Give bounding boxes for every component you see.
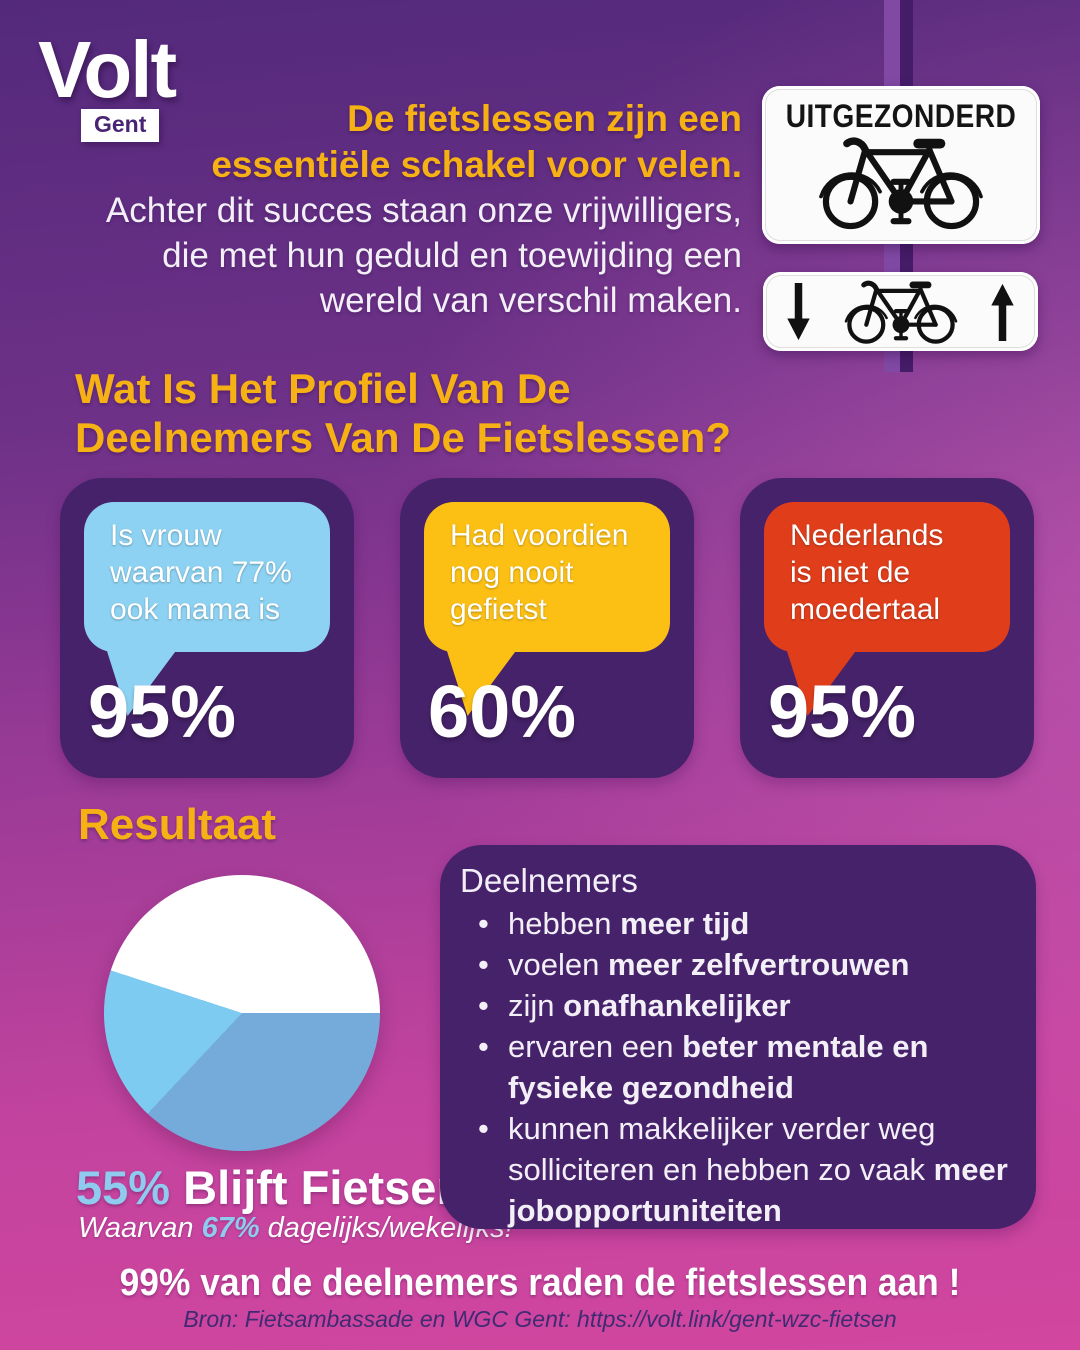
source-line: Bron: Fietsambassade en WGC Gent: https:…: [183, 1306, 897, 1332]
bubble-line: is niet de: [790, 556, 911, 589]
pie-substat-line: Waarvan 67% dagelijks/wekelijks!: [78, 1212, 513, 1245]
bubble-line: nog nooit: [450, 556, 574, 589]
benefit-item: voelen meer zelfvertrouwen: [478, 944, 1008, 985]
substat-value: 67%: [201, 1212, 260, 1244]
bubble-line: Had voordien: [450, 519, 629, 552]
stat-value: 95%: [768, 670, 917, 753]
bubble-line: Is vrouw: [110, 519, 222, 552]
bubble-line: ook mama is: [110, 593, 281, 626]
intro-body-line2: die met hun geduld en toewijding een: [162, 236, 742, 275]
pie-stat-line: 55% Blijft Fietsen: [76, 1160, 465, 1215]
speech-bubble: Nederlands is niet de moedertaal: [764, 502, 1010, 652]
pie-stat-label: Blijft Fietsen: [170, 1161, 466, 1214]
benefits-list: hebben meer tijd voelen meer zelfvertrou…: [460, 903, 1008, 1231]
profile-cards-row: Is vrouw waarvan 77% ook mama is 95% Had…: [60, 478, 1034, 778]
speech-bubble: Is vrouw waarvan 77% ook mama is: [84, 502, 330, 652]
intro-headline-line2: essentiële schakel voor velen.: [211, 144, 742, 185]
result-section-title: Resultaat: [78, 800, 277, 849]
benefit-bold: meer tijd: [620, 906, 750, 941]
bicycle-icon: [797, 135, 1005, 231]
bubble-line: gefietst: [450, 593, 547, 626]
stat-value: 60%: [428, 670, 577, 753]
benefits-title: Deelnemers: [460, 862, 638, 899]
sign-label: UITGEZONDERD: [785, 98, 1017, 134]
profile-title-line1: Wat Is Het Profiel Van De: [75, 365, 571, 412]
stat-card-vrouw: Is vrouw waarvan 77% ook mama is 95%: [60, 478, 354, 778]
stat-card-nooit-gefietst: Had voordien nog nooit gefietst 60%: [400, 478, 694, 778]
bubble-line: waarvan 77%: [110, 556, 292, 589]
intro-block: De fietslessen zijn een essentiële schak…: [40, 96, 742, 323]
substat-prefix: Waarvan: [78, 1212, 202, 1244]
intro-body-line1: Achter dit succes staan onze vrijwillige…: [105, 191, 742, 230]
benefit-item: hebben meer tijd: [478, 903, 1008, 944]
benefit-item: zijn onafhankelijker: [478, 985, 1008, 1026]
profile-section-title: Wat Is Het Profiel Van De Deelnemers Van…: [75, 364, 731, 462]
bubble-line: moedertaal: [790, 593, 941, 626]
benefit-plain: hebben: [508, 906, 621, 941]
traffic-sign-two-way-bicycle: [763, 272, 1038, 351]
footer-highlight: 99% van de deelnemers raden de fietsless…: [119, 1262, 961, 1304]
bicycle-icon: [826, 279, 976, 345]
stat-card-moedertaal: Nederlands is niet de moedertaal 95%: [740, 478, 1034, 778]
benefit-bold: onafhankelijker: [563, 988, 791, 1023]
intro-body-line3: wereld van verschil maken.: [319, 281, 742, 320]
benefit-bold: beter mentale en fysieke gezondheid: [508, 1029, 929, 1105]
traffic-sign-uitgezonderd: UITGEZONDERD: [762, 86, 1040, 244]
benefit-plain: voelen: [508, 947, 608, 982]
up-arrow-icon: [989, 283, 1016, 341]
benefit-plain: ervaren een: [508, 1029, 683, 1064]
benefit-bold: meer jobopportuniteiten: [508, 1152, 1008, 1228]
intro-headline-line1: De fietslessen zijn een: [347, 98, 742, 139]
pie-chart: [104, 875, 380, 1151]
benefit-plain: zijn: [508, 988, 564, 1023]
pie-stat-value: 55%: [76, 1161, 171, 1214]
benefit-plain: kunnen makkelijker verder weg solliciter…: [508, 1111, 936, 1187]
volt-logo: Volt: [38, 25, 177, 114]
stat-value: 95%: [88, 670, 237, 753]
gent-badge: Gent: [81, 109, 160, 142]
down-arrow-icon: [785, 283, 812, 341]
bubble-line: Nederlands: [790, 519, 944, 552]
profile-title-line2: Deelnemers Van De Fietslessen?: [75, 414, 731, 461]
benefits-card: Deelnemers hebben meer tijd voelen meer …: [440, 845, 1036, 1229]
benefit-bold: meer zelfvertrouwen: [607, 947, 910, 982]
speech-bubble: Had voordien nog nooit gefietst: [424, 502, 670, 652]
benefit-item: kunnen makkelijker verder weg solliciter…: [478, 1108, 1008, 1231]
benefit-item: ervaren een beter mentale en fysieke gez…: [478, 1026, 1008, 1108]
